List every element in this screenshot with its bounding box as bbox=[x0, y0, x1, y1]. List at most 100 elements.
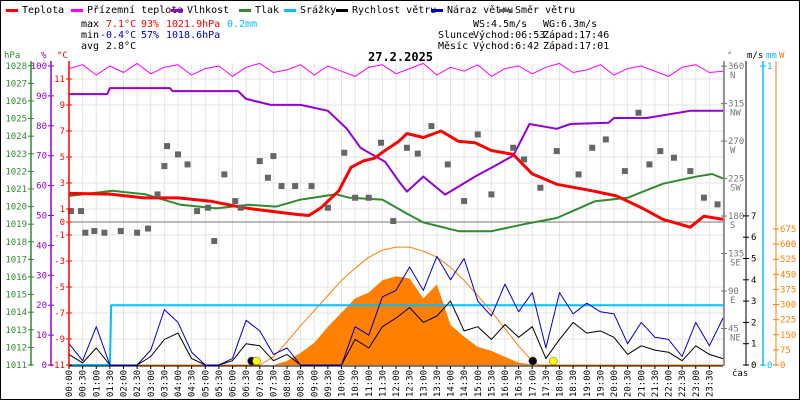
x-tick-label: 12:30 bbox=[406, 370, 416, 397]
wind-direction-point bbox=[602, 136, 609, 143]
moonset: Západ:17:01 bbox=[543, 41, 610, 52]
stats-min-press: 1018.6hPa bbox=[166, 30, 221, 41]
direction-tick-label: 225 bbox=[728, 175, 744, 185]
pressure-tick-label: 1020 bbox=[5, 203, 27, 213]
humidity-tick-label: 60 bbox=[36, 182, 47, 192]
pressure-tick-label: 1017 bbox=[5, 255, 27, 265]
direction-compass-label: NW bbox=[730, 109, 741, 119]
x-tick-label: 20:00 bbox=[610, 370, 620, 397]
solar-tick-label: 75 bbox=[780, 346, 791, 356]
legend-item: Tlak bbox=[239, 5, 279, 16]
x-tick-label: 23:30 bbox=[705, 370, 715, 397]
legend-swatch bbox=[239, 9, 251, 12]
pressure-tick-label: 1024 bbox=[5, 132, 27, 142]
legend-item: Rychlost větru bbox=[336, 5, 436, 16]
wind-direction-point bbox=[474, 131, 481, 138]
legend-swatch bbox=[499, 9, 511, 12]
x-tick-label: 16:00 bbox=[501, 370, 511, 397]
legend-swatch bbox=[284, 9, 296, 12]
x-tick-label: 16:30 bbox=[515, 370, 525, 397]
pressure-tick-label: 1022 bbox=[5, 167, 27, 177]
sunset-marker bbox=[548, 356, 558, 366]
rain-tick-label: 0 bbox=[767, 361, 772, 371]
pressure-tick-label: 1013 bbox=[5, 326, 27, 336]
pressure-tick-label: 1026 bbox=[5, 97, 27, 107]
wind-direction-point bbox=[657, 148, 664, 155]
temperature-tick-label: 9 bbox=[60, 101, 65, 111]
wind-direction-point bbox=[461, 198, 468, 205]
temperature-tick-label: 5 bbox=[60, 153, 65, 163]
temperature-tick-label: -7 bbox=[54, 309, 65, 319]
wind-direction-point bbox=[164, 143, 171, 150]
temperature-tick-label: -5 bbox=[54, 283, 65, 293]
legend-label: Srážky bbox=[300, 5, 337, 16]
solar-tick-label: 375 bbox=[780, 285, 796, 295]
direction-tick-label: 90 bbox=[728, 287, 739, 297]
pressure-tick-label: 1028 bbox=[5, 62, 27, 72]
solar-tick-label: 450 bbox=[780, 270, 796, 280]
wind-direction-point bbox=[194, 208, 201, 215]
solar-axis-unit: W bbox=[779, 51, 785, 61]
x-tick-label: 22:00 bbox=[665, 370, 675, 397]
legend-item: Teplota bbox=[6, 5, 64, 16]
stats-max-temp: 7.1°C bbox=[106, 19, 137, 30]
sunrise: Východ:06:53 bbox=[473, 30, 546, 41]
x-tick-label: 00:30 bbox=[79, 370, 89, 397]
wind-direction-point bbox=[161, 163, 168, 170]
wind-speed-line bbox=[68, 300, 724, 366]
x-tick-label: 00:00 bbox=[65, 370, 75, 397]
pressure-tick-label: 1014 bbox=[5, 308, 27, 318]
direction-compass-label: S bbox=[730, 221, 735, 231]
x-tick-label: 13:00 bbox=[419, 370, 429, 397]
wind-direction-point bbox=[352, 194, 359, 201]
wind-tick-label: 0 bbox=[751, 361, 756, 371]
humidity-axis-unit: % bbox=[41, 51, 47, 61]
humidity-tick-label: 40 bbox=[36, 241, 47, 251]
wind-gust-line bbox=[68, 255, 724, 366]
wind-direction-point bbox=[184, 161, 191, 168]
direction-compass-label: W bbox=[730, 146, 736, 156]
solar-radiation-area bbox=[69, 276, 723, 365]
temperature-tick-label: 11 bbox=[54, 75, 65, 85]
wind-direction-point bbox=[292, 183, 299, 190]
stats-avg-temp: 2.8°C bbox=[106, 41, 137, 52]
humidity-line bbox=[69, 87, 723, 196]
x-axis-label: čas bbox=[732, 369, 749, 379]
temperature-tick-label: -1 bbox=[54, 231, 65, 241]
pressure-tick-label: 1018 bbox=[5, 238, 27, 248]
pressure-tick-label: 1023 bbox=[5, 150, 27, 160]
x-tick-label: 23:00 bbox=[692, 370, 702, 397]
wind-direction-point bbox=[221, 171, 228, 178]
legend-item: Směr větru bbox=[499, 5, 575, 16]
pressure-tick-label: 1019 bbox=[5, 220, 27, 230]
x-tick-label: 19:30 bbox=[596, 370, 606, 397]
wind-direction-point bbox=[714, 201, 721, 208]
legend-swatch bbox=[171, 9, 183, 12]
wind-direction-point bbox=[101, 229, 108, 236]
x-tick-label: 01:00 bbox=[92, 370, 102, 397]
legend-label: Tlak bbox=[255, 5, 280, 16]
direction-compass-label: E bbox=[730, 296, 735, 306]
wind-direction-point bbox=[211, 238, 218, 245]
x-tick-label: 09:30 bbox=[324, 370, 334, 397]
wind-axis-unit: m/s bbox=[747, 51, 763, 61]
x-tick-label: 21:30 bbox=[651, 370, 661, 397]
x-tick-label: 04:00 bbox=[174, 370, 184, 397]
x-tick-label: 07:00 bbox=[256, 370, 266, 397]
wind-direction-point bbox=[521, 156, 528, 163]
direction-tick-label: 270 bbox=[728, 137, 744, 147]
wind-direction-point bbox=[428, 123, 435, 130]
wind-direction-point bbox=[117, 228, 124, 235]
temperature-axis-unit: °C bbox=[57, 51, 68, 61]
x-tick-label: 17:30 bbox=[542, 370, 552, 397]
x-tick-label: 08:30 bbox=[297, 370, 307, 397]
direction-compass-label: NE bbox=[730, 334, 741, 344]
x-tick-label: 10:00 bbox=[338, 370, 348, 397]
pressure-tick-label: 1021 bbox=[5, 185, 27, 195]
humidity-tick-label: 20 bbox=[36, 301, 47, 311]
moonrise: Východ:6:42 bbox=[473, 41, 540, 52]
x-tick-label: 14:30 bbox=[460, 370, 470, 397]
temperature-tick-label: 0 bbox=[60, 218, 65, 228]
sun-label: Slunce bbox=[438, 30, 475, 41]
